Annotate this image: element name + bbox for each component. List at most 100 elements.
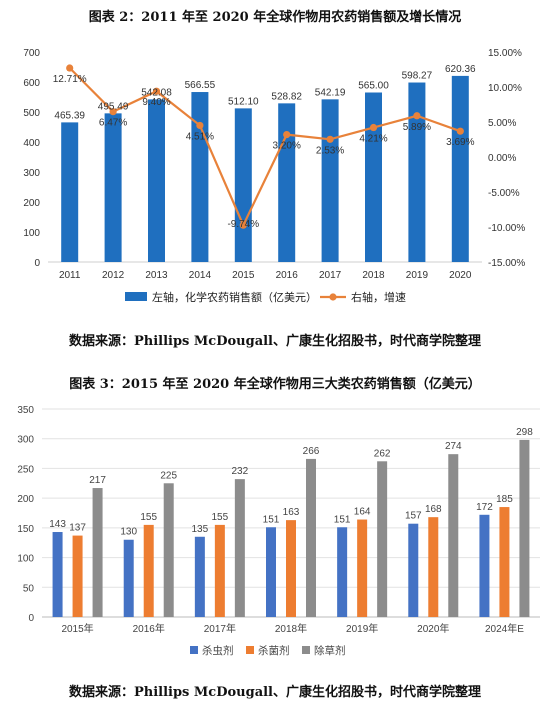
bar-value-label: 465.39 [54, 110, 85, 121]
bar-value-label: 155 [140, 512, 157, 523]
left-y-tick-label: 100 [23, 228, 40, 239]
bar [365, 92, 382, 262]
bar-value-label: 274 [445, 441, 462, 452]
left-y-tick-label: 0 [34, 258, 40, 269]
bar [286, 520, 296, 617]
bar-value-label: 512.10 [228, 96, 259, 107]
x-tick-label: 2016年 [133, 622, 165, 635]
x-tick-label: 2019 [406, 270, 429, 281]
right-y-tick-label: -5.00% [488, 188, 520, 199]
growth-value-label: -9.74% [227, 219, 259, 230]
growth-value-label: 12.71% [53, 74, 87, 85]
x-tick-label: 2020 [449, 270, 472, 281]
bar-value-label: 528.82 [271, 91, 302, 102]
x-tick-label: 2013 [145, 270, 168, 281]
legend-swatch [302, 646, 310, 654]
bar [337, 527, 348, 617]
bar [92, 488, 103, 617]
bar [306, 458, 316, 617]
bar [428, 517, 439, 617]
y-tick-label: 200 [17, 494, 34, 505]
bar-value-label: 155 [212, 512, 229, 523]
bar-value-label: 151 [334, 514, 351, 525]
bar [408, 82, 426, 262]
bar [321, 99, 339, 262]
bar-value-label: 143 [49, 519, 66, 530]
growth-point [326, 135, 334, 143]
growth-point [239, 221, 247, 229]
right-y-tick-label: -15.00% [488, 258, 525, 269]
x-tick-label: 2018年 [275, 622, 307, 635]
y-tick-label: 350 [17, 405, 34, 416]
bar-value-label: 542.08 [141, 87, 172, 98]
bar [143, 524, 154, 617]
right-y-tick-label: 15.00% [488, 48, 522, 59]
x-tick-label: 2014 [189, 270, 212, 281]
legend-bar-swatch [125, 292, 147, 301]
x-tick-label: 2024年E [485, 622, 524, 635]
growth-point [66, 64, 74, 72]
y-tick-label: 250 [17, 464, 34, 475]
chart1-title: 图表 2：2011 年至 2020 年全球作物用农药销售额及增长情况 [88, 10, 462, 25]
bar [72, 535, 83, 617]
bar [123, 539, 134, 617]
bar-value-label: 566.55 [185, 80, 216, 91]
bar-value-label: 151 [263, 514, 280, 525]
bar [499, 507, 510, 617]
bar-value-label: 185 [496, 494, 513, 505]
left-y-tick-label: 700 [23, 48, 40, 59]
bar [408, 523, 419, 617]
bar-value-label: 130 [120, 527, 137, 538]
x-tick-label: 2015年 [61, 622, 93, 635]
bar [104, 113, 122, 262]
left-y-tick-label: 400 [23, 138, 40, 149]
y-tick-label: 50 [23, 583, 35, 594]
x-tick-label: 2019年 [346, 622, 378, 635]
growth-value-label: 6.47% [99, 118, 127, 129]
bar [357, 519, 368, 617]
bar-value-label: 262 [374, 448, 391, 459]
bar-value-label: 598.27 [402, 71, 433, 82]
bar-value-label: 542.19 [315, 87, 346, 98]
bar-value-label: 565.00 [358, 81, 389, 92]
chart1-plot: 0 100 200 300 400 500 600 700 -15.00% -10.00% -5.0… [23, 48, 525, 304]
growth-value-label: 5.89% [403, 122, 431, 133]
bar [163, 483, 174, 617]
growth-value-label: 9.40% [142, 97, 170, 108]
x-tick-label: 2017年 [204, 622, 236, 635]
bar-value-label: 225 [160, 470, 177, 481]
growth-value-label: 3.69% [446, 137, 474, 148]
growth-point [456, 127, 464, 135]
bar-value-label: 217 [89, 475, 106, 486]
growth-line [68, 67, 461, 228]
bar [278, 103, 296, 262]
bar-value-label: 168 [425, 504, 442, 515]
bar-value-label: 164 [354, 507, 371, 518]
bar [194, 536, 205, 617]
left-y-tick-label: 500 [23, 108, 40, 119]
legend-swatch [190, 646, 198, 654]
bar-value-label: 137 [69, 523, 86, 534]
right-y-tick-label: 0.00% [488, 153, 516, 164]
bar-value-label: 172 [476, 502, 493, 513]
legend-label: 杀菌剂 [258, 644, 290, 657]
growth-point [369, 123, 378, 132]
chart2-title: 图表 3：2015 年至 2020 年全球作物用三大类农药销售额（亿美元） [69, 377, 481, 392]
bar-value-label: 620.36 [445, 64, 476, 75]
bar-value-label: 135 [192, 524, 209, 535]
bar-value-label: 495.49 [98, 101, 129, 112]
bar [234, 108, 252, 263]
growth-point [413, 112, 421, 120]
y-tick-label: 150 [17, 524, 34, 535]
bar [377, 461, 388, 617]
bar [266, 527, 276, 617]
bar [61, 122, 79, 263]
legend-bar-label: 左轴，化学农药销售额（亿美元） [152, 290, 317, 304]
x-tick-label: 2011 [59, 270, 81, 281]
bar [52, 532, 63, 617]
bar [191, 92, 209, 262]
growth-point [152, 87, 161, 95]
bar-value-label: 163 [283, 507, 300, 518]
x-tick-label: 2017 [319, 270, 342, 281]
